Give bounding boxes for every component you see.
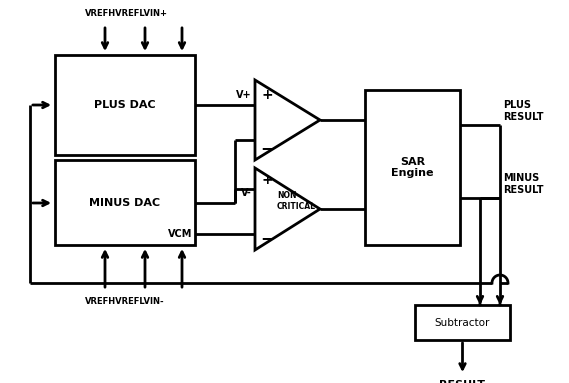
Text: RESULT: RESULT bbox=[439, 380, 485, 383]
Bar bbox=[415, 305, 510, 340]
Bar bbox=[365, 90, 460, 245]
Text: V-: V- bbox=[241, 188, 252, 198]
Text: SAR
Engine: SAR Engine bbox=[391, 157, 434, 178]
Text: +: + bbox=[261, 173, 273, 187]
Text: PLUS DAC: PLUS DAC bbox=[94, 100, 156, 110]
Text: VREFHVREFLVIN+: VREFHVREFLVIN+ bbox=[85, 9, 168, 18]
Text: Subtractor: Subtractor bbox=[435, 318, 490, 327]
Polygon shape bbox=[255, 168, 320, 250]
Text: V+: V+ bbox=[236, 90, 252, 100]
Text: PLUS
RESULT: PLUS RESULT bbox=[503, 100, 543, 122]
Text: +: + bbox=[261, 88, 273, 102]
Text: VCM: VCM bbox=[168, 229, 192, 239]
Text: −: − bbox=[260, 229, 274, 247]
Text: −: − bbox=[260, 139, 274, 157]
Text: VREFHVREFLVIN-: VREFHVREFLVIN- bbox=[85, 297, 164, 306]
Text: MINUS DAC: MINUS DAC bbox=[89, 198, 160, 208]
Text: MINUS
RESULT: MINUS RESULT bbox=[503, 173, 543, 195]
Text: NON-
CRITICAL: NON- CRITICAL bbox=[277, 191, 316, 211]
Polygon shape bbox=[255, 80, 320, 160]
Bar bbox=[55, 55, 195, 155]
Bar bbox=[55, 160, 195, 245]
